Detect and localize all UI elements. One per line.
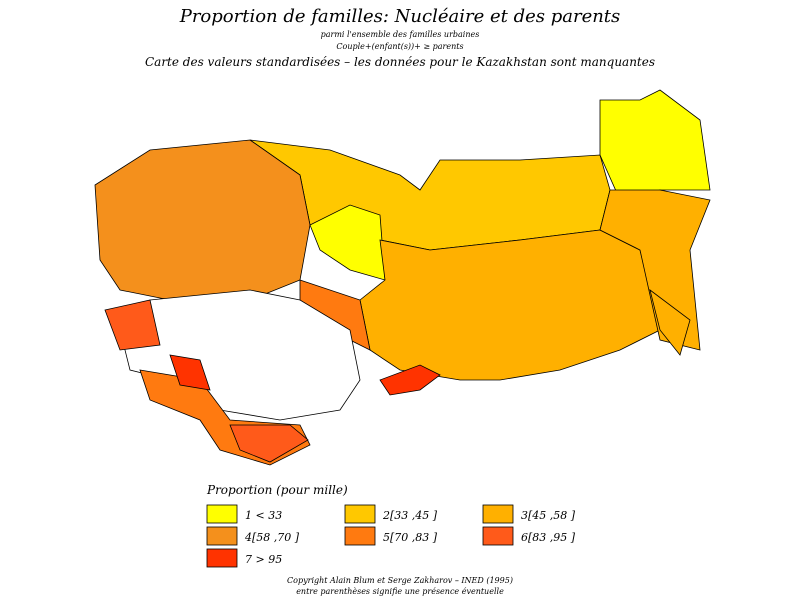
region bbox=[379, 364, 441, 396]
legend-swatch bbox=[482, 504, 514, 524]
title: Proportion de familles: Nucléaire et des… bbox=[179, 6, 621, 27]
legend-label: 6[83 ,95 ] bbox=[521, 531, 576, 544]
legend: 1 < 33 2[33 ,45 ] 3[45 ,58 ] 4[58 ,70 ] 5[70… bbox=[206, 504, 576, 568]
legend-label: 2[33 ,45 ] bbox=[382, 509, 438, 522]
region bbox=[104, 299, 161, 351]
legend-swatch bbox=[344, 504, 376, 524]
region bbox=[94, 139, 311, 301]
legend-label: 7 > 95 bbox=[245, 553, 282, 566]
region bbox=[649, 289, 691, 356]
copyright: Copyright Alain Blum et Serge Zakharov –… bbox=[287, 576, 513, 585]
region bbox=[599, 189, 711, 351]
legend-swatch bbox=[206, 526, 238, 546]
legend-swatch bbox=[482, 526, 514, 546]
region bbox=[169, 354, 211, 391]
map bbox=[94, 89, 711, 466]
region bbox=[229, 424, 309, 463]
kazakhstan bbox=[119, 289, 361, 421]
legend-label: 3[45 ,58 ] bbox=[521, 509, 576, 522]
legend-swatch bbox=[344, 526, 376, 546]
legend-swatch bbox=[206, 504, 238, 524]
note: Carte des valeurs standardisées – les do… bbox=[145, 55, 655, 69]
region bbox=[359, 229, 661, 381]
legend-title: Proportion (pour mille) bbox=[206, 483, 348, 497]
subtitle: parmi l'ensemble des familles urbaines bbox=[321, 30, 480, 39]
definition: Couple+(enfant(s))+ ≥ parents bbox=[336, 42, 463, 51]
legend-label: 4[58 ,70 ] bbox=[244, 531, 300, 544]
legend-label: 5[70 ,83 ] bbox=[383, 531, 438, 544]
remark: entre parenthèses signifie une présence … bbox=[296, 587, 504, 596]
legend-label: 1 < 33 bbox=[245, 509, 282, 522]
region bbox=[599, 89, 711, 201]
legend-swatch bbox=[206, 548, 238, 568]
